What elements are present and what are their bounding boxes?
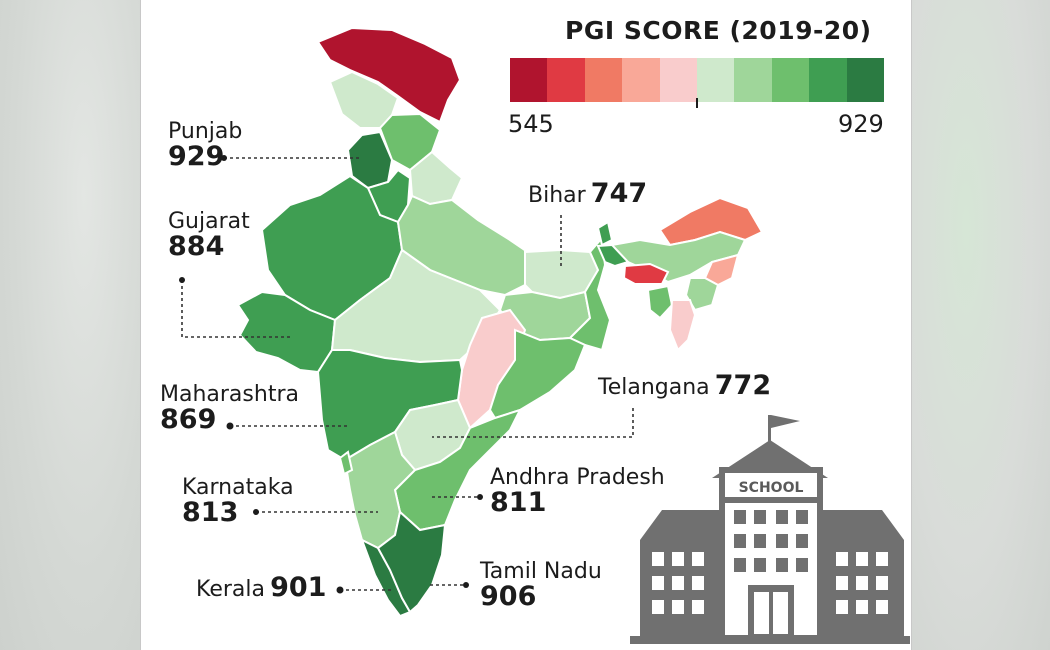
region-tamil-nadu — [376, 510, 447, 614]
label-punjab-value: 929 — [168, 141, 225, 173]
label-telangana-value: 772 — [714, 370, 772, 401]
school-sign-text: SCHOOL — [739, 480, 804, 496]
label-bihar-name: Bihar — [528, 183, 586, 208]
label-andhra-pradesh-value: 811 — [490, 487, 547, 519]
legend-max-label: 929 — [838, 110, 884, 138]
background-blur-left — [0, 0, 140, 650]
label-gujarat-value: 884 — [168, 231, 225, 263]
label-karnataka-name: Karnataka — [182, 475, 294, 500]
label-karnataka: Karnataka 813 — [182, 476, 294, 527]
label-gujarat: Gujarat 884 — [168, 210, 250, 261]
region-meghalaya — [622, 262, 670, 285]
region-goa — [338, 450, 354, 476]
legend-tick — [696, 98, 698, 108]
legend-swatch-10 — [846, 58, 885, 102]
legend-swatch-8 — [771, 58, 810, 102]
region-sikkim — [596, 220, 614, 247]
label-andhra-pradesh: Andhra Pradesh 811 — [490, 466, 665, 517]
label-kerala-name: Kerala — [196, 577, 265, 602]
legend-swatch-2 — [547, 58, 585, 102]
label-kerala: Kerala 901 — [196, 572, 326, 603]
legend-swatch-3 — [584, 58, 623, 102]
label-maharashtra-name: Maharashtra — [160, 382, 299, 407]
region-tripura — [646, 284, 674, 320]
leader-dots — [179, 155, 483, 594]
label-bihar-value: 747 — [590, 178, 648, 209]
legend-swatch-9 — [809, 58, 847, 102]
label-tamil-nadu-name: Tamil Nadu — [480, 559, 602, 584]
label-bihar: Bihar 747 — [528, 178, 647, 209]
label-gujarat-name: Gujarat — [168, 209, 250, 234]
label-telangana-name: Telangana — [598, 375, 710, 400]
region-jammu-kashmir — [316, 26, 462, 124]
legend-title: PGI SCORE (2019-20) — [565, 16, 872, 45]
school-building-icon: SCHOOL — [630, 415, 910, 644]
legend-swatch-5 — [659, 58, 698, 102]
region-manipur — [684, 277, 720, 312]
label-tamil-nadu-value: 906 — [480, 581, 537, 613]
legend-swatch-1 — [510, 58, 548, 102]
label-kerala-value: 901 — [270, 572, 327, 603]
legend-swatch-4 — [622, 58, 660, 102]
legend-swatch-7 — [734, 58, 772, 102]
region-nagaland — [703, 253, 740, 287]
legend-min-label: 545 — [508, 110, 554, 138]
region-odisha — [488, 328, 587, 420]
leader-telangana — [432, 408, 634, 438]
region-uttarakhand-north — [378, 112, 442, 172]
label-maharashtra-value: 869 — [160, 404, 217, 436]
label-telangana: Telangana 772 — [598, 370, 771, 401]
legend-swatch-6 — [697, 58, 735, 102]
label-maharashtra: Maharashtra 869 — [160, 383, 299, 434]
label-tamil-nadu: Tamil Nadu 906 — [480, 560, 602, 611]
label-punjab: Punjab 929 — [168, 120, 242, 171]
region-mizoram — [668, 299, 697, 352]
background-blur-right — [910, 0, 1050, 650]
legend-color-bar — [510, 58, 885, 102]
leader-gujarat — [181, 280, 292, 338]
label-punjab-name: Punjab — [168, 119, 243, 144]
label-andhra-pradesh-name: Andhra Pradesh — [490, 465, 665, 490]
leader-lines — [181, 157, 634, 591]
region-north-bengal — [596, 243, 630, 268]
label-karnataka-value: 813 — [182, 497, 239, 529]
